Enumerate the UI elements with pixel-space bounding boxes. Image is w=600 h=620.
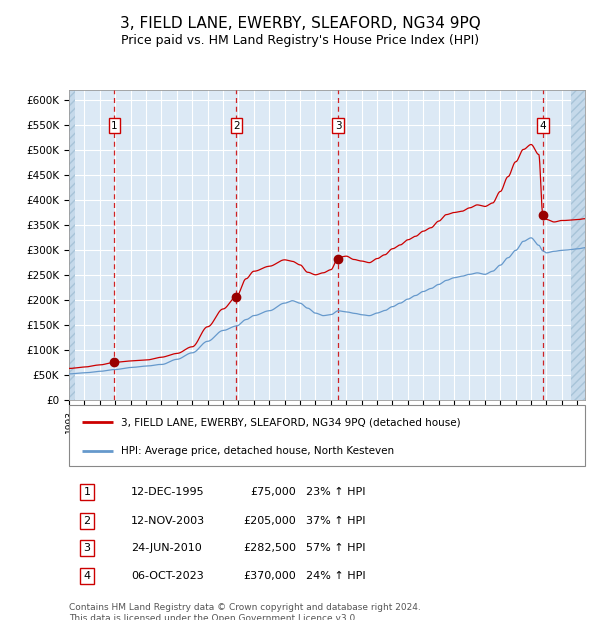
Text: 2: 2 bbox=[83, 516, 91, 526]
Text: Price paid vs. HM Land Registry's House Price Index (HPI): Price paid vs. HM Land Registry's House … bbox=[121, 34, 479, 46]
Text: 12-DEC-1995: 12-DEC-1995 bbox=[131, 487, 205, 497]
Text: 23% ↑ HPI: 23% ↑ HPI bbox=[307, 487, 366, 497]
Text: £205,000: £205,000 bbox=[243, 516, 296, 526]
Text: HPI: Average price, detached house, North Kesteven: HPI: Average price, detached house, Nort… bbox=[121, 446, 394, 456]
Text: 12-NOV-2003: 12-NOV-2003 bbox=[131, 516, 205, 526]
Text: 06-OCT-2023: 06-OCT-2023 bbox=[131, 571, 203, 581]
Text: £370,000: £370,000 bbox=[243, 571, 296, 581]
Text: 24-JUN-2010: 24-JUN-2010 bbox=[131, 543, 202, 554]
Text: Contains HM Land Registry data © Crown copyright and database right 2024.
This d: Contains HM Land Registry data © Crown c… bbox=[69, 603, 421, 620]
Text: 3: 3 bbox=[83, 543, 91, 554]
Text: 4: 4 bbox=[539, 120, 546, 131]
Text: 3: 3 bbox=[335, 120, 341, 131]
Text: 3, FIELD LANE, EWERBY, SLEAFORD, NG34 9PQ: 3, FIELD LANE, EWERBY, SLEAFORD, NG34 9P… bbox=[119, 16, 481, 31]
Text: 1: 1 bbox=[111, 120, 118, 131]
Text: 2: 2 bbox=[233, 120, 240, 131]
FancyBboxPatch shape bbox=[69, 405, 585, 466]
Text: 4: 4 bbox=[83, 571, 91, 581]
Text: 24% ↑ HPI: 24% ↑ HPI bbox=[307, 571, 366, 581]
Text: 57% ↑ HPI: 57% ↑ HPI bbox=[307, 543, 366, 554]
Text: £282,500: £282,500 bbox=[243, 543, 296, 554]
Text: £75,000: £75,000 bbox=[250, 487, 296, 497]
Bar bbox=[571, 90, 585, 400]
Bar bbox=[69, 90, 75, 400]
Text: 37% ↑ HPI: 37% ↑ HPI bbox=[307, 516, 366, 526]
Text: 1: 1 bbox=[83, 487, 91, 497]
Text: 3, FIELD LANE, EWERBY, SLEAFORD, NG34 9PQ (detached house): 3, FIELD LANE, EWERBY, SLEAFORD, NG34 9P… bbox=[121, 417, 460, 428]
